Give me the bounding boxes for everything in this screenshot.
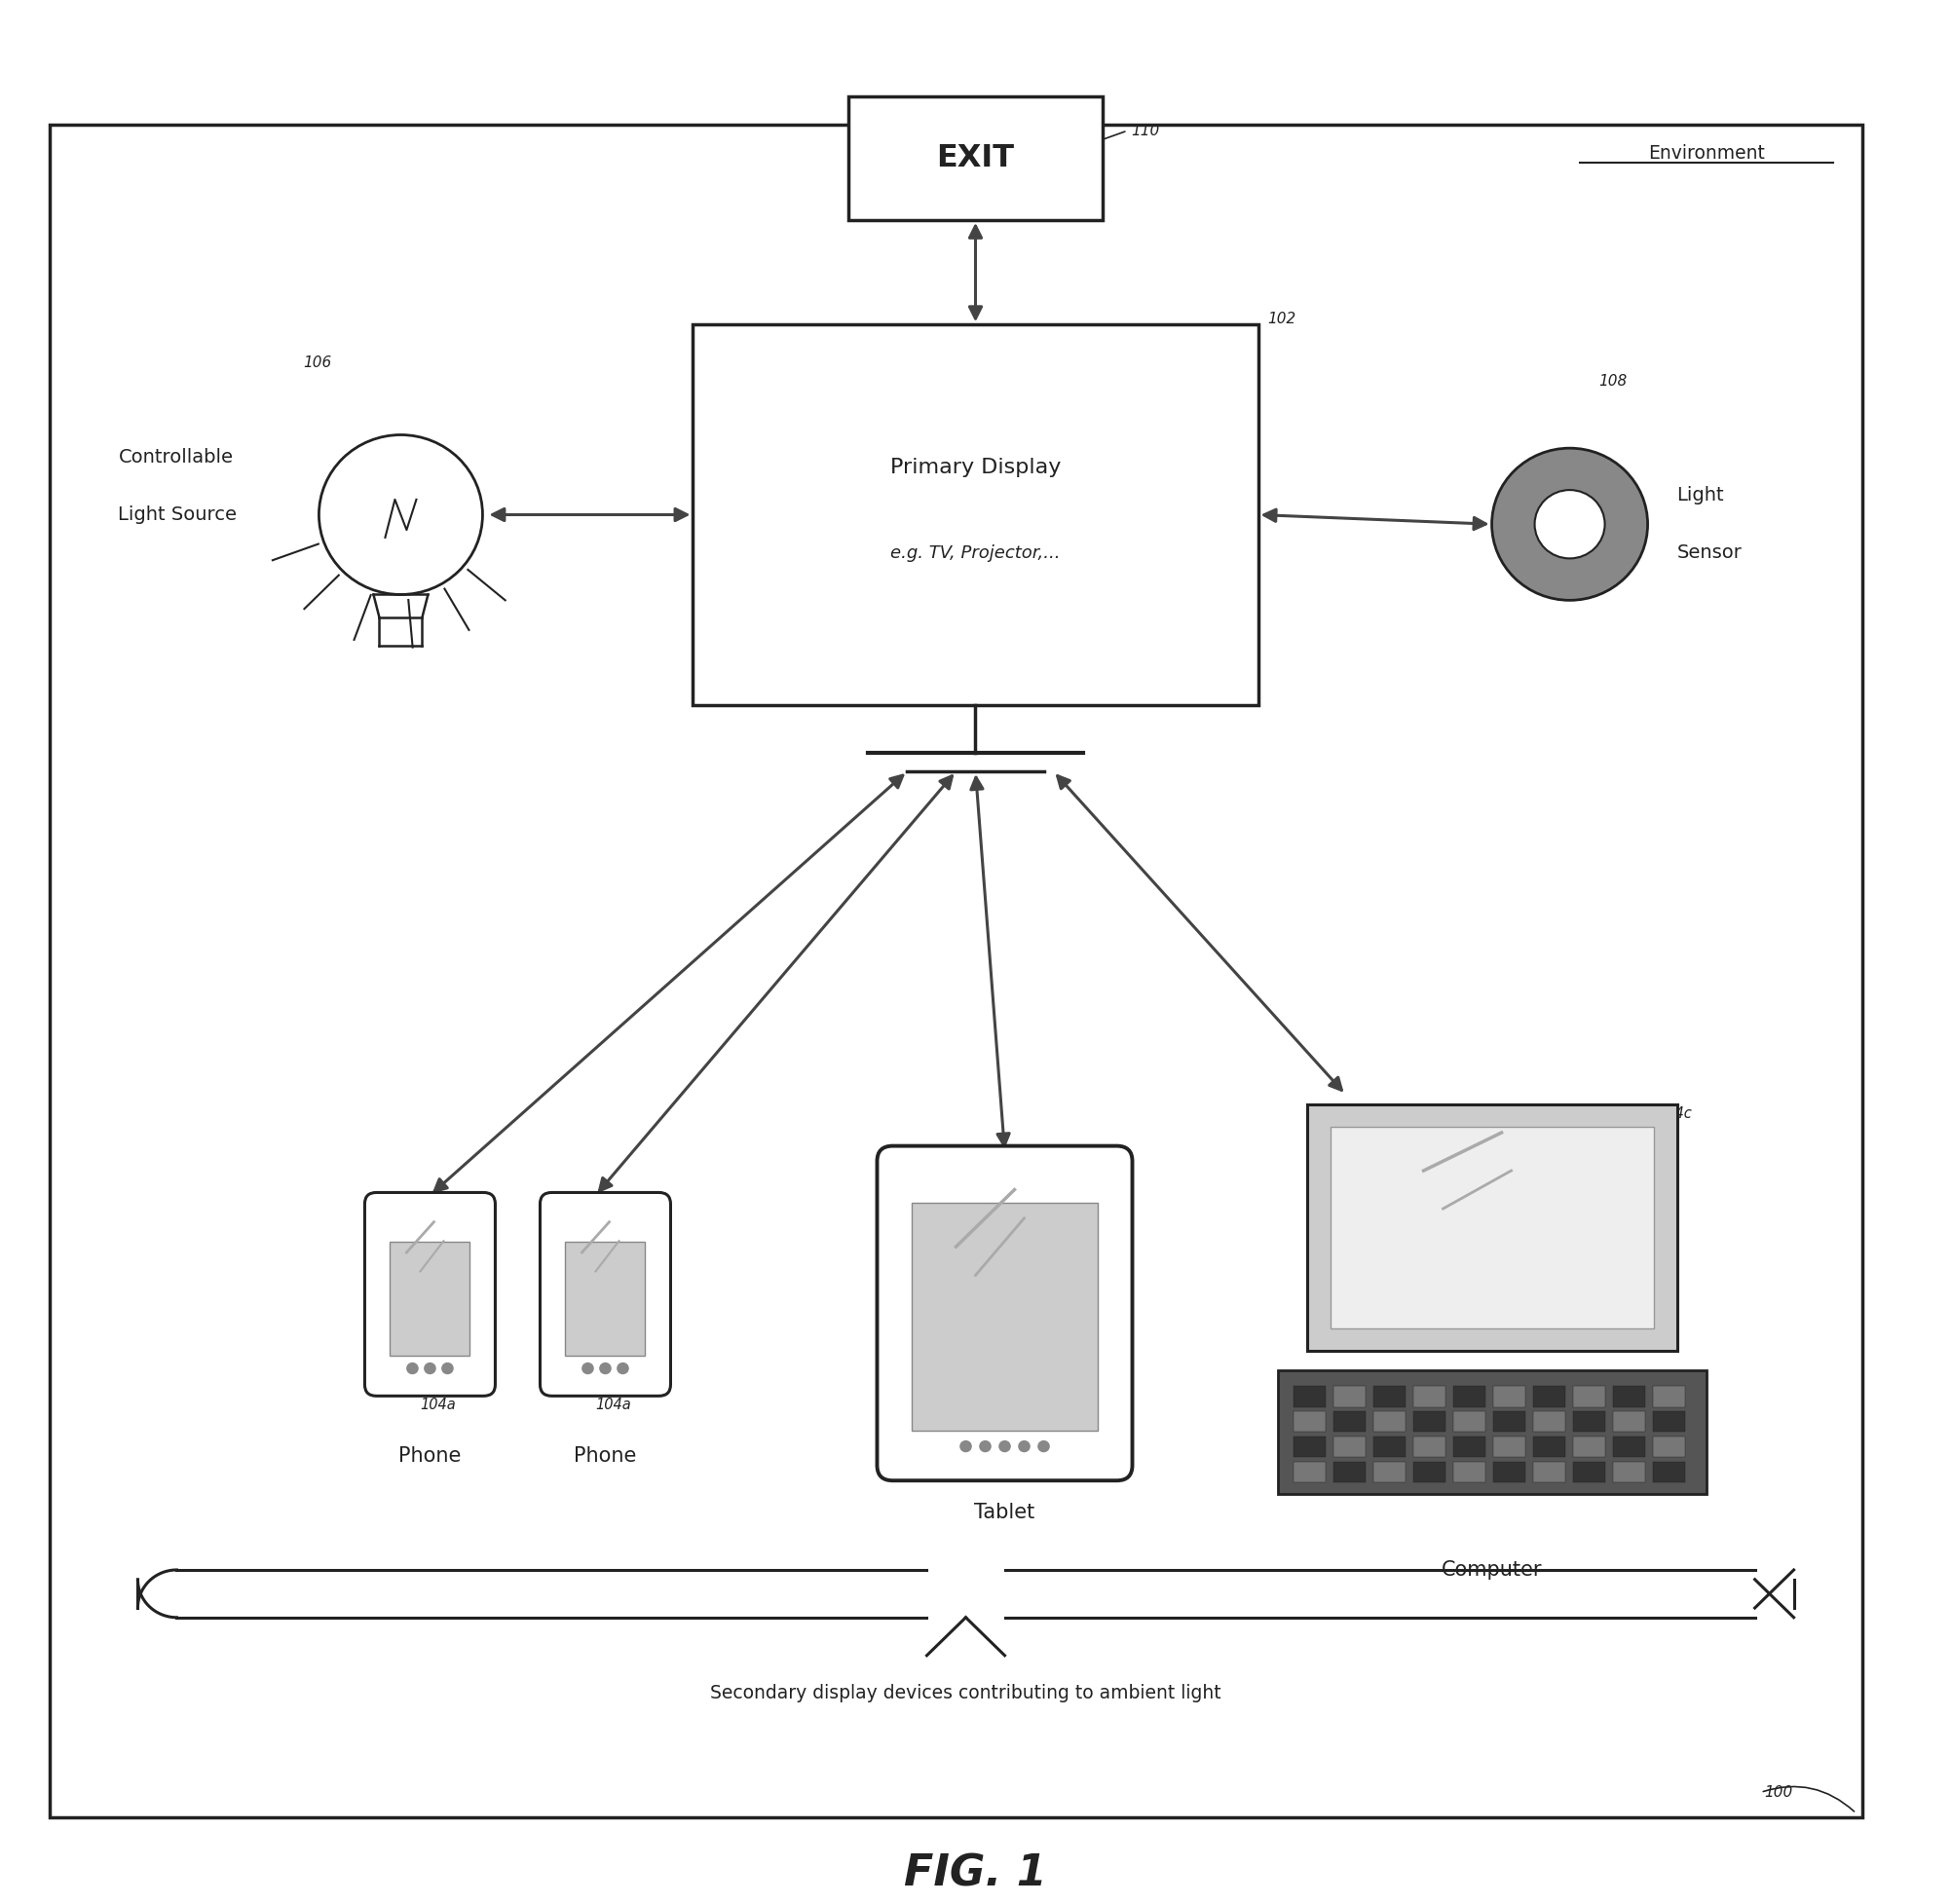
FancyBboxPatch shape (1493, 1386, 1526, 1407)
Circle shape (443, 1363, 453, 1373)
FancyBboxPatch shape (1652, 1438, 1686, 1457)
Text: 106: 106 (302, 356, 332, 369)
Text: Environment: Environment (1649, 145, 1764, 164)
Circle shape (960, 1441, 972, 1451)
FancyBboxPatch shape (1413, 1386, 1446, 1407)
FancyBboxPatch shape (1453, 1411, 1485, 1432)
FancyBboxPatch shape (1333, 1438, 1366, 1457)
Circle shape (979, 1441, 991, 1451)
FancyBboxPatch shape (566, 1241, 646, 1356)
Text: Tablet: Tablet (974, 1502, 1036, 1523)
Text: EXIT: EXIT (936, 143, 1015, 173)
FancyBboxPatch shape (1493, 1411, 1526, 1432)
Text: Computer: Computer (1442, 1559, 1541, 1580)
Text: 102: 102 (1268, 312, 1295, 326)
Text: Phone: Phone (574, 1447, 636, 1466)
Circle shape (581, 1363, 593, 1373)
FancyBboxPatch shape (1453, 1462, 1485, 1483)
FancyBboxPatch shape (1294, 1411, 1327, 1432)
Text: Secondary display devices contributing to ambient light: Secondary display devices contributing t… (710, 1683, 1221, 1702)
FancyBboxPatch shape (1613, 1411, 1645, 1432)
Circle shape (999, 1441, 1011, 1451)
FancyBboxPatch shape (1573, 1411, 1606, 1432)
FancyBboxPatch shape (1613, 1438, 1645, 1457)
Text: 104a: 104a (595, 1398, 632, 1411)
Text: Phone: Phone (398, 1447, 460, 1466)
Circle shape (599, 1363, 611, 1373)
FancyBboxPatch shape (849, 97, 1102, 221)
Circle shape (1493, 447, 1649, 600)
Circle shape (1038, 1441, 1050, 1451)
FancyBboxPatch shape (1533, 1411, 1565, 1432)
FancyBboxPatch shape (1333, 1411, 1366, 1432)
FancyBboxPatch shape (1613, 1462, 1645, 1483)
Text: Light Source: Light Source (119, 505, 238, 524)
Circle shape (1535, 489, 1606, 558)
Text: Primary Display: Primary Display (890, 457, 1061, 476)
FancyBboxPatch shape (51, 126, 1861, 1816)
FancyBboxPatch shape (1413, 1462, 1446, 1483)
FancyBboxPatch shape (1652, 1411, 1686, 1432)
FancyBboxPatch shape (1493, 1438, 1526, 1457)
Circle shape (425, 1363, 435, 1373)
Text: e.g. TV, Projector,...: e.g. TV, Projector,... (890, 545, 1061, 562)
FancyBboxPatch shape (1278, 1371, 1705, 1495)
FancyBboxPatch shape (1294, 1438, 1327, 1457)
Circle shape (617, 1363, 628, 1373)
FancyBboxPatch shape (390, 1241, 470, 1356)
FancyBboxPatch shape (540, 1192, 671, 1396)
FancyBboxPatch shape (1573, 1438, 1606, 1457)
Circle shape (1018, 1441, 1030, 1451)
FancyBboxPatch shape (1374, 1462, 1407, 1483)
Text: Sensor: Sensor (1678, 543, 1742, 562)
FancyBboxPatch shape (1333, 1386, 1366, 1407)
Text: 104c: 104c (1658, 1106, 1692, 1121)
Text: 108: 108 (1600, 375, 1627, 388)
FancyBboxPatch shape (1413, 1438, 1446, 1457)
FancyBboxPatch shape (1374, 1438, 1407, 1457)
FancyBboxPatch shape (1307, 1104, 1678, 1352)
FancyBboxPatch shape (1413, 1411, 1446, 1432)
FancyBboxPatch shape (1573, 1386, 1606, 1407)
FancyBboxPatch shape (1533, 1462, 1565, 1483)
FancyBboxPatch shape (1374, 1411, 1407, 1432)
FancyBboxPatch shape (365, 1192, 496, 1396)
FancyBboxPatch shape (1294, 1462, 1327, 1483)
Text: 100: 100 (1764, 1786, 1793, 1799)
Text: 104a: 104a (419, 1398, 457, 1411)
FancyBboxPatch shape (1613, 1386, 1645, 1407)
FancyBboxPatch shape (1333, 1462, 1366, 1483)
FancyBboxPatch shape (693, 324, 1258, 704)
FancyBboxPatch shape (1453, 1438, 1485, 1457)
Text: Controllable: Controllable (119, 449, 234, 466)
FancyBboxPatch shape (1533, 1438, 1565, 1457)
Text: 110: 110 (1132, 124, 1159, 137)
Circle shape (408, 1363, 418, 1373)
FancyBboxPatch shape (1294, 1386, 1327, 1407)
Circle shape (318, 434, 482, 594)
FancyBboxPatch shape (913, 1203, 1096, 1432)
FancyBboxPatch shape (1453, 1386, 1485, 1407)
FancyBboxPatch shape (1331, 1127, 1654, 1329)
Text: 104b: 104b (1034, 1163, 1069, 1179)
FancyBboxPatch shape (1493, 1462, 1526, 1483)
FancyBboxPatch shape (878, 1146, 1132, 1481)
Text: FIG. 1: FIG. 1 (903, 1853, 1048, 1894)
FancyBboxPatch shape (1652, 1462, 1686, 1483)
Text: Light: Light (1678, 486, 1725, 505)
FancyBboxPatch shape (1533, 1386, 1565, 1407)
FancyBboxPatch shape (1374, 1386, 1407, 1407)
FancyBboxPatch shape (1573, 1462, 1606, 1483)
FancyBboxPatch shape (1652, 1386, 1686, 1407)
